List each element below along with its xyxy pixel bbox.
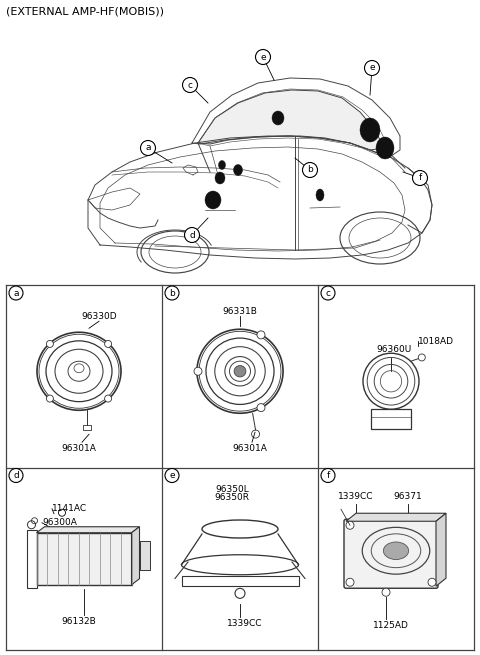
Polygon shape (346, 514, 446, 521)
Ellipse shape (384, 542, 408, 559)
Text: e: e (369, 64, 375, 73)
Text: 96371: 96371 (394, 492, 422, 501)
Text: 96301A: 96301A (61, 444, 96, 453)
Ellipse shape (234, 365, 246, 377)
Ellipse shape (205, 191, 221, 209)
Circle shape (364, 60, 380, 75)
Text: 96132B: 96132B (61, 617, 96, 626)
Text: 1125AD: 1125AD (373, 621, 409, 629)
Circle shape (47, 395, 53, 402)
Text: b: b (307, 166, 313, 174)
Circle shape (141, 141, 156, 155)
Text: 96300A: 96300A (42, 518, 77, 527)
Ellipse shape (218, 160, 226, 170)
Text: e: e (260, 52, 266, 62)
Circle shape (346, 521, 354, 529)
Text: 96360U: 96360U (376, 345, 412, 354)
Text: d: d (189, 231, 195, 240)
Ellipse shape (360, 118, 380, 142)
Bar (26, 530, 36, 588)
Text: 96330D: 96330D (81, 312, 117, 321)
Text: 1339CC: 1339CC (227, 619, 263, 627)
Circle shape (346, 578, 354, 586)
Ellipse shape (272, 111, 284, 125)
Circle shape (165, 286, 179, 300)
Circle shape (194, 367, 202, 375)
Bar (36, 533, 132, 585)
Circle shape (257, 331, 265, 339)
Ellipse shape (233, 164, 242, 176)
Text: f: f (326, 471, 330, 480)
Ellipse shape (376, 137, 394, 159)
Polygon shape (36, 527, 140, 533)
Text: d: d (13, 471, 19, 480)
Text: 96350R: 96350R (215, 493, 250, 502)
Text: a: a (13, 288, 19, 297)
Text: 96350L: 96350L (215, 485, 249, 494)
Text: 1339CC: 1339CC (338, 492, 374, 501)
Circle shape (182, 77, 197, 92)
Circle shape (255, 50, 271, 64)
Text: c: c (325, 288, 331, 297)
Bar (83, 425, 91, 430)
Circle shape (9, 286, 23, 300)
Circle shape (412, 170, 428, 185)
Circle shape (428, 578, 436, 586)
Text: (EXTERNAL AMP-HF(MOBIS)): (EXTERNAL AMP-HF(MOBIS)) (6, 6, 164, 16)
Circle shape (105, 395, 112, 402)
Text: a: a (145, 143, 151, 153)
Ellipse shape (215, 172, 225, 184)
Circle shape (418, 354, 425, 361)
Circle shape (9, 468, 23, 483)
Circle shape (321, 468, 335, 483)
Circle shape (184, 227, 200, 242)
Polygon shape (198, 90, 384, 150)
Circle shape (382, 588, 390, 596)
Circle shape (321, 286, 335, 300)
Text: 1141AC: 1141AC (52, 504, 87, 514)
Circle shape (165, 468, 179, 483)
Circle shape (47, 341, 53, 347)
Circle shape (235, 588, 245, 599)
Circle shape (105, 341, 112, 347)
Polygon shape (132, 527, 140, 585)
Bar (140, 542, 149, 570)
Text: c: c (188, 81, 192, 90)
Polygon shape (436, 514, 446, 586)
Circle shape (302, 162, 317, 178)
Text: 96331B: 96331B (223, 307, 257, 316)
FancyBboxPatch shape (344, 519, 438, 588)
Text: b: b (169, 288, 175, 297)
Text: f: f (419, 174, 421, 183)
Text: 1018AD: 1018AD (418, 337, 454, 346)
Text: 96301A: 96301A (233, 444, 267, 453)
Text: e: e (169, 471, 175, 480)
Ellipse shape (316, 189, 324, 201)
Bar (181, 576, 299, 586)
Circle shape (257, 403, 265, 411)
